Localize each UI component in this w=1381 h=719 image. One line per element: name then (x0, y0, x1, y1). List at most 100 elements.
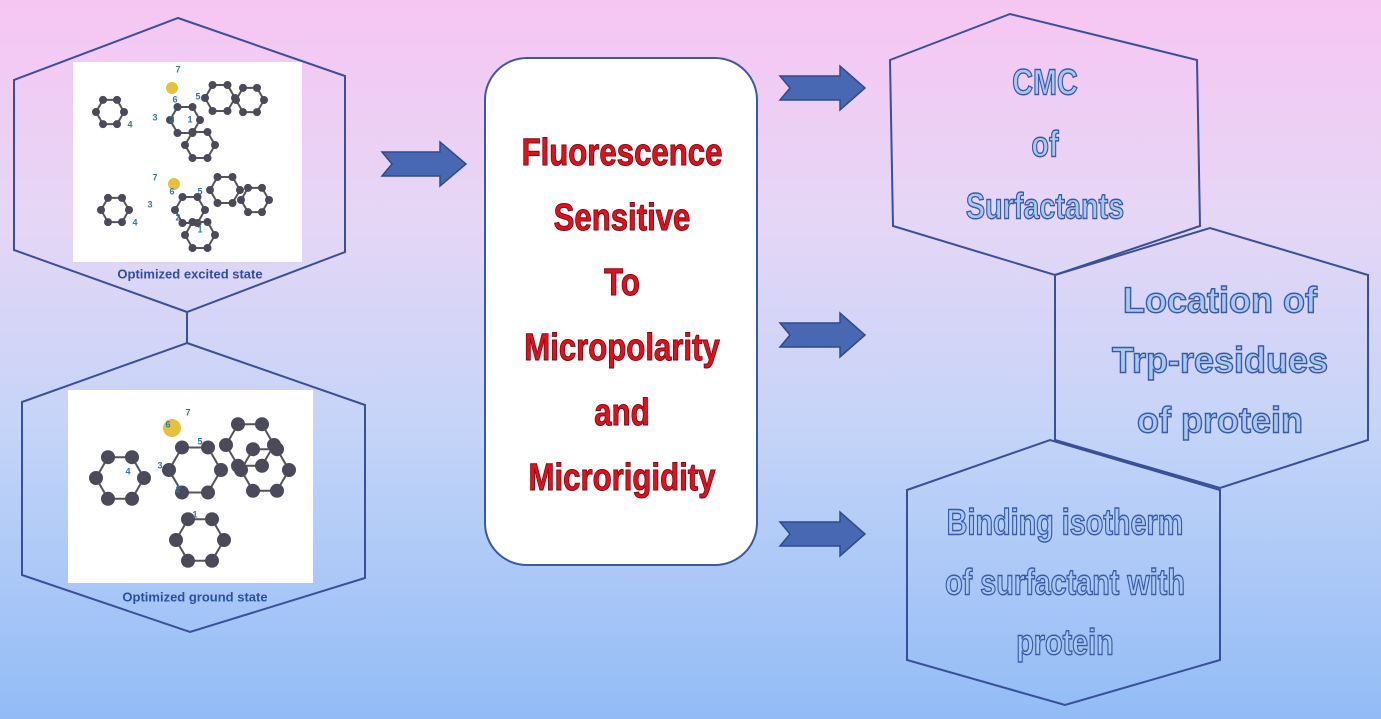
atom (234, 463, 248, 477)
arrow (380, 140, 468, 188)
atom (188, 218, 197, 227)
atom (214, 463, 228, 477)
center-line: Sensitive (554, 197, 691, 239)
atom (173, 128, 182, 137)
outcome-line: of surfactant with (945, 561, 1185, 602)
atom (205, 553, 219, 568)
atom (188, 153, 197, 162)
atom (228, 198, 237, 207)
center-line: and (594, 392, 649, 434)
atom (125, 450, 139, 465)
atom (118, 218, 126, 227)
arrow (778, 311, 867, 359)
atom (208, 81, 217, 90)
outcome-line: of protein (1137, 400, 1303, 441)
atom-label: 7 (152, 172, 157, 182)
atom (162, 463, 176, 477)
atom (246, 483, 260, 498)
atom (181, 553, 195, 568)
atom (201, 440, 215, 455)
sulfur-atom (168, 178, 180, 190)
atom (213, 198, 222, 207)
atom-label: 2 (175, 484, 180, 494)
caption: Optimized excited state (117, 266, 262, 281)
atom-label: 4 (132, 217, 137, 227)
atom (101, 491, 115, 506)
atom (203, 243, 212, 252)
atom (178, 193, 187, 202)
atom (203, 218, 212, 227)
atom (188, 128, 197, 137)
outcome-line: protein (1016, 621, 1114, 662)
outcome-hexagon (906, 438, 1221, 707)
arrow (778, 64, 867, 112)
atom (265, 196, 273, 204)
atom (239, 83, 247, 92)
atom (244, 183, 252, 192)
atom (113, 120, 121, 129)
atom (232, 96, 240, 104)
atom (260, 96, 268, 104)
atom (101, 450, 115, 465)
atom-label: 5 (197, 186, 202, 196)
outcome-hexagon (888, 12, 1202, 277)
atom (201, 485, 215, 500)
atom (282, 463, 296, 477)
atom (223, 81, 232, 90)
atom (193, 193, 202, 202)
atom (118, 193, 126, 202)
atom-label: 1 (187, 114, 192, 124)
atom (270, 442, 284, 457)
atom-label: 6 (169, 186, 174, 196)
atom-label: 1 (197, 224, 202, 234)
atom-label: 4 (125, 466, 130, 476)
atom (125, 491, 139, 506)
atom (175, 485, 189, 500)
atom (208, 106, 217, 115)
atom (255, 417, 269, 432)
atom (255, 458, 269, 473)
atom (213, 173, 222, 182)
outcome-line: Surfactants (966, 185, 1124, 226)
center-box (484, 57, 758, 566)
atom (223, 106, 232, 115)
atom (258, 183, 266, 192)
atom (169, 533, 183, 547)
atom (113, 95, 121, 104)
atom-label: 5 (195, 91, 200, 101)
atom-label: 5 (197, 436, 202, 446)
atom (89, 471, 103, 485)
atom (120, 108, 128, 116)
atom (206, 186, 214, 194)
atom (253, 83, 261, 92)
atom (125, 206, 133, 214)
outcome-line: Binding isotherm (947, 501, 1184, 542)
atom-label: 3 (147, 199, 152, 209)
atom-label: 6 (172, 94, 177, 104)
atom (137, 471, 151, 485)
atom (97, 206, 105, 214)
atom (237, 196, 245, 204)
atom (211, 231, 219, 239)
atom-label: 3 (157, 460, 162, 470)
atom (203, 153, 212, 162)
atom (104, 193, 112, 202)
atom (99, 95, 107, 104)
left-hexagon (21, 341, 366, 634)
atom (175, 440, 189, 455)
atom (201, 94, 209, 102)
atom-label: 2 (169, 114, 174, 124)
atom (217, 533, 231, 547)
atom (228, 173, 237, 182)
arrow (778, 510, 867, 558)
atom (203, 128, 212, 137)
atom-label: 7 (175, 64, 180, 74)
outcome-line: Location of (1123, 280, 1318, 321)
atom (99, 120, 107, 129)
atom (196, 116, 204, 124)
atom (258, 208, 266, 217)
atom (166, 116, 174, 124)
atom-label: 7 (185, 407, 190, 417)
